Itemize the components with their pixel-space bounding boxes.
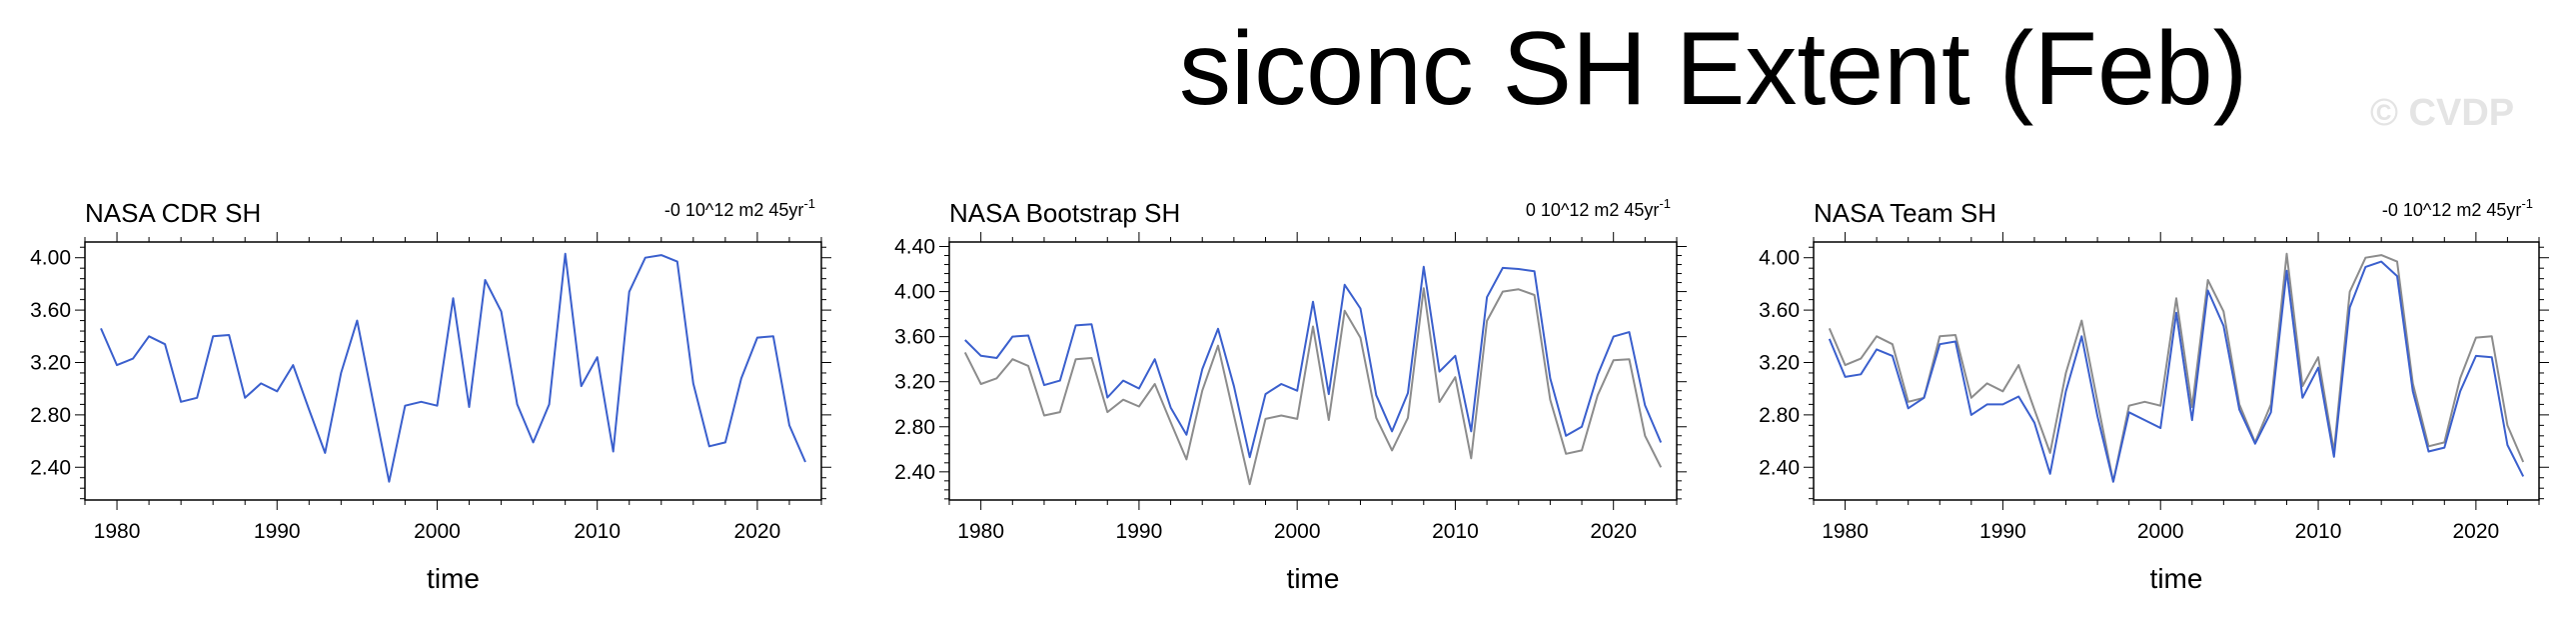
x-tick-label: 2020 bbox=[1590, 520, 1637, 543]
x-tick-label: 1990 bbox=[254, 520, 301, 543]
x-axis-label: time bbox=[1287, 563, 1340, 594]
trend-superscript: -1 bbox=[2521, 196, 2533, 211]
y-tick-label: 4.00 bbox=[1759, 247, 1800, 270]
y-tick-label: 2.40 bbox=[1759, 456, 1800, 479]
chart-panel-2: NASA Bootstrap SH 0 10^12 m2 45yr-1 1980 19… bbox=[894, 196, 1687, 594]
plot-frame bbox=[84, 241, 822, 501]
figure-title: siconc SH Extent (Feb) bbox=[1179, 11, 2248, 127]
y-tick-label: 2.80 bbox=[894, 416, 935, 439]
trend-superscript: -1 bbox=[1659, 196, 1671, 211]
cvdp-watermark: © CVDP bbox=[2370, 92, 2515, 134]
y-tick-label: 2.40 bbox=[30, 456, 71, 479]
x-tick-label: 2000 bbox=[1274, 520, 1321, 543]
y-tick-label: 3.20 bbox=[894, 371, 935, 394]
chart-panel-1: NASA CDR SH -0 10^12 m2 45yr-1 1980 1990 200… bbox=[30, 196, 831, 594]
x-tick-label: 1980 bbox=[94, 520, 141, 543]
series-line-primary bbox=[100, 252, 806, 483]
y-tick-label: 3.60 bbox=[894, 326, 935, 349]
x-tick-label: 2020 bbox=[734, 520, 781, 543]
x-axis-label: time bbox=[427, 563, 480, 594]
series-line-reference bbox=[963, 287, 1663, 486]
chart-panel-3: NASA Team SH -0 10^12 m2 45yr-1 1980 1990 20… bbox=[1759, 196, 2549, 594]
plot-frame bbox=[1813, 241, 2540, 501]
x-tick-label: 2000 bbox=[414, 520, 461, 543]
y-tick-label: 4.00 bbox=[894, 281, 935, 304]
y-tick-label: 3.20 bbox=[30, 351, 71, 374]
series-line-primary bbox=[1828, 260, 2525, 483]
y-tick-label: 2.80 bbox=[30, 404, 71, 427]
trend-label: -0 10^12 m2 45yr-1 bbox=[2382, 196, 2533, 220]
trend-value: -0 10^12 m2 45yr bbox=[664, 200, 804, 220]
trend-value: 0 10^12 m2 45yr bbox=[1526, 200, 1660, 220]
x-tick-label: 1990 bbox=[1116, 520, 1163, 543]
x-tick-label: 2000 bbox=[2137, 520, 2184, 543]
x-tick-label: 1980 bbox=[1822, 520, 1869, 543]
panel-title: NASA Team SH bbox=[1814, 198, 1996, 228]
panel-title: NASA CDR SH bbox=[85, 198, 261, 228]
x-tick-label: 2010 bbox=[574, 520, 621, 543]
series-line-reference bbox=[1828, 252, 2525, 483]
y-tick-label: 3.60 bbox=[30, 299, 71, 322]
y-tick-label: 3.20 bbox=[1759, 351, 1800, 374]
trend-value: -0 10^12 m2 45yr bbox=[2382, 200, 2522, 220]
x-tick-label: 2020 bbox=[2453, 520, 2500, 543]
trend-superscript: -1 bbox=[803, 196, 815, 211]
y-tick-label: 3.60 bbox=[1759, 299, 1800, 322]
y-tick-label: 4.40 bbox=[894, 236, 935, 259]
y-tick-label: 2.40 bbox=[894, 461, 935, 484]
x-tick-label: 1990 bbox=[1979, 520, 2026, 543]
trend-label: 0 10^12 m2 45yr-1 bbox=[1526, 196, 1671, 220]
x-tick-label: 2010 bbox=[2295, 520, 2342, 543]
x-tick-label: 1980 bbox=[957, 520, 1004, 543]
x-axis-label: time bbox=[2150, 563, 2203, 594]
trend-label: -0 10^12 m2 45yr-1 bbox=[664, 196, 815, 220]
panel-title: NASA Bootstrap SH bbox=[949, 198, 1180, 228]
x-tick-label: 2010 bbox=[1432, 520, 1479, 543]
y-tick-label: 4.00 bbox=[30, 247, 71, 270]
plot-frame bbox=[948, 241, 1678, 501]
y-tick-label: 2.80 bbox=[1759, 404, 1800, 427]
series-line-primary bbox=[964, 265, 1663, 459]
